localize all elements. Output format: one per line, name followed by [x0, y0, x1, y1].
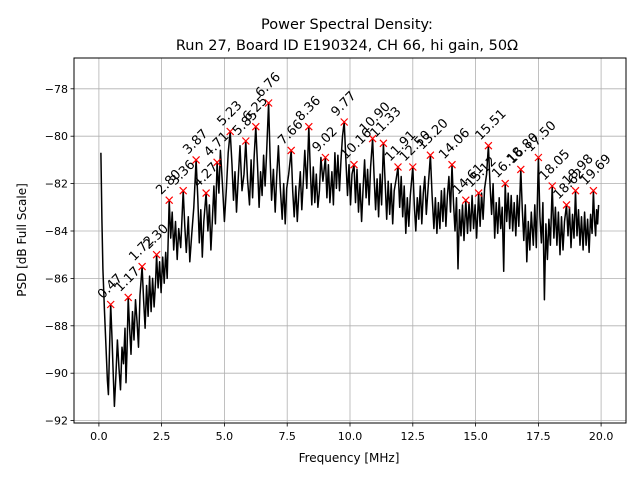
peak-marker: [202, 189, 211, 198]
y-tick-label: −90: [45, 367, 68, 380]
peak-marker: [548, 182, 557, 190]
peak-marker: [264, 99, 273, 107]
x-tick-label: 20.0: [589, 430, 614, 443]
peak-marker: [516, 165, 525, 174]
peak-marker: [448, 160, 456, 169]
peak-marker: [179, 186, 188, 195]
peak-marker: [287, 146, 296, 155]
peak-marker: [461, 196, 470, 205]
peak-marker: [251, 122, 260, 131]
x-tick-label: 7.5: [278, 430, 296, 443]
plot-frame: [73, 57, 627, 424]
y-tick-label: −88: [45, 320, 68, 333]
chart-title: Power Spectral Density:: [261, 17, 433, 33]
y-axis-ticks: −92 −90 −88 −86 −84 −82 −80 −78: [45, 83, 74, 428]
x-axis-ticks: 0.0 2.5 5.0 7.5 10.0 12.5 15.0 17.5 20.0: [90, 423, 613, 443]
x-tick-label: 2.5: [153, 430, 171, 443]
peak-marker: [562, 200, 571, 209]
peak-marker: [124, 293, 133, 302]
peak-marker: [379, 139, 388, 148]
x-tick-label: 12.5: [401, 430, 426, 443]
y-tick-label: −80: [45, 130, 68, 143]
peak-marker: [340, 118, 349, 126]
peak-marker: [152, 250, 161, 259]
peak-marker: [408, 163, 417, 171]
peak-marker: [484, 141, 493, 150]
peak-markers: [106, 99, 598, 309]
peak-marker: [426, 151, 435, 160]
y-tick-label: −84: [45, 225, 68, 238]
y-tick-label: −92: [45, 415, 68, 428]
peak-marker: [534, 153, 543, 162]
peak-marker: [350, 160, 358, 169]
peak-marker: [304, 122, 313, 131]
peak-marker: [192, 155, 201, 164]
x-axis-label: Frequency [MHz]: [299, 451, 400, 465]
x-tick-label: 0.0: [90, 430, 108, 443]
y-axis-label: PSD [dB Full Scale]: [15, 183, 29, 297]
peak-marker: [501, 179, 510, 188]
peak-marker: [474, 189, 483, 198]
peak-marker: [589, 186, 598, 195]
x-tick-label: 17.5: [526, 430, 551, 443]
peak-marker: [368, 134, 377, 143]
peak-marker: [226, 127, 235, 136]
peak-marker: [241, 137, 250, 145]
peak-marker: [213, 158, 222, 167]
x-tick-label: 15.0: [463, 430, 488, 443]
peak-marker: [571, 186, 580, 195]
peak-marker: [321, 153, 330, 162]
chart-subtitle: Run 27, Board ID E190324, CH 66, hi gain…: [176, 38, 518, 54]
y-tick-label: −86: [45, 272, 68, 285]
y-tick-label: −82: [45, 178, 68, 191]
y-tick-label: −78: [45, 83, 68, 96]
peak-marker: [138, 262, 147, 271]
x-tick-label: 10.0: [338, 430, 363, 443]
x-tick-label: 5.0: [216, 430, 234, 443]
peak-marker: [106, 300, 115, 309]
peak-marker: [165, 196, 174, 205]
peak-marker: [394, 163, 402, 171]
